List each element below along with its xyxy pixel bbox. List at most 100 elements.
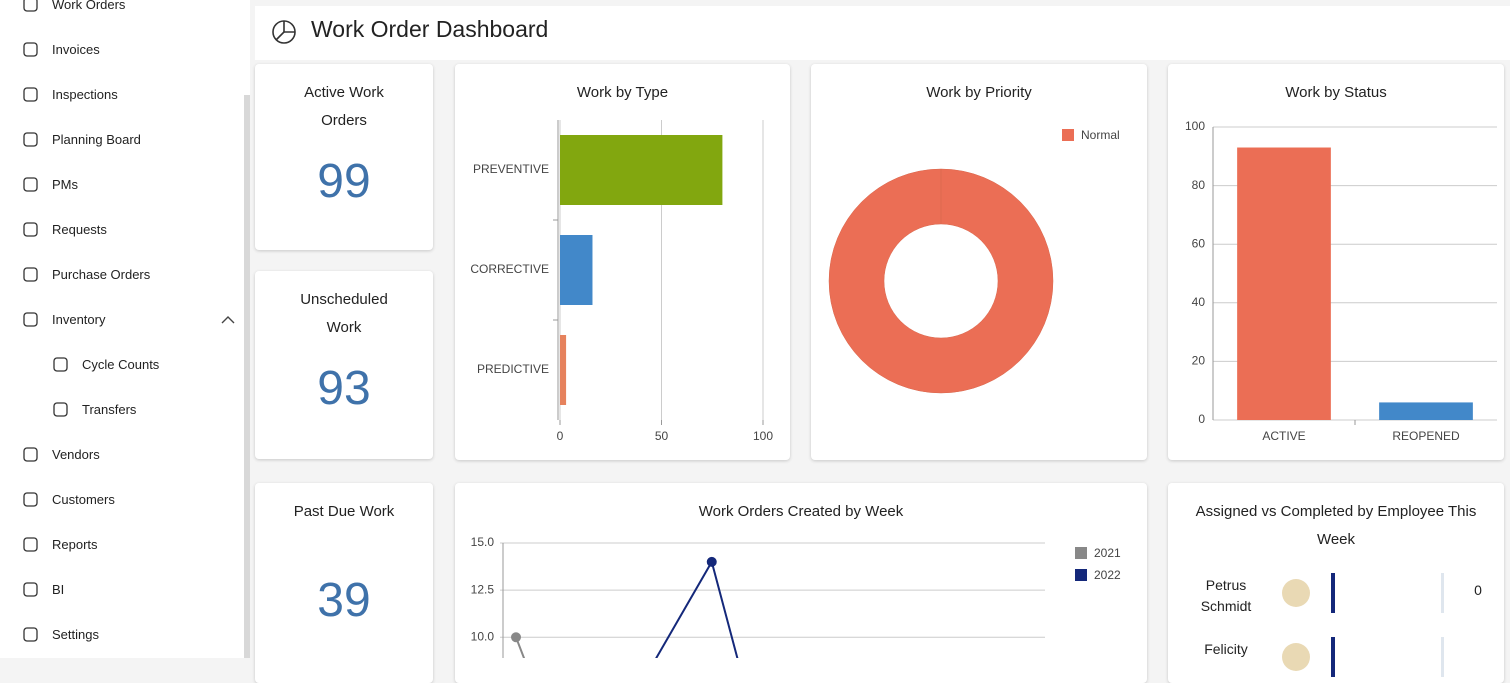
icon-shape xyxy=(23,492,38,507)
legend-label: 2021 xyxy=(1094,546,1121,560)
chart-title: Work by Priority xyxy=(926,84,1032,101)
y-tick-label: 80 xyxy=(1192,178,1206,192)
icon-shape xyxy=(23,0,38,12)
menu-item[interactable]: Reports xyxy=(0,530,244,560)
y-tick-label: 100 xyxy=(1185,119,1205,133)
legend-swatch xyxy=(1075,547,1087,559)
menu-icon xyxy=(23,132,38,147)
menu-item[interactable]: Work Orders xyxy=(0,0,244,20)
legend-swatch xyxy=(1075,569,1087,581)
chart-title: Work by Type xyxy=(576,84,669,101)
assigned-bar xyxy=(1331,573,1335,613)
scrollbar xyxy=(244,95,250,658)
menu-item[interactable]: Purchase Orders xyxy=(0,260,244,290)
icon-shape xyxy=(23,627,38,642)
header-icon xyxy=(272,20,296,44)
menu-label: Cycle Counts xyxy=(82,357,160,372)
menu-item[interactable]: Inventory xyxy=(0,305,244,335)
menu-label: Settings xyxy=(52,627,99,642)
icon-shape xyxy=(23,42,38,57)
x-tick-label: REOPENED xyxy=(1392,429,1460,443)
menu-item[interactable]: Settings xyxy=(0,620,244,650)
menu-icon xyxy=(23,312,38,327)
menu-icon xyxy=(23,0,38,12)
icon-shape xyxy=(23,267,38,282)
menu-icon xyxy=(53,402,68,417)
y-tick-label: 12.5 xyxy=(471,582,495,596)
legend-label: Normal xyxy=(1081,128,1120,142)
avatar xyxy=(1282,579,1310,607)
employee-name: Petrus Schmidt xyxy=(1200,577,1252,614)
menu-item[interactable]: BI xyxy=(0,575,244,605)
menu-item[interactable]: Customers xyxy=(0,485,244,515)
menu-icon xyxy=(23,627,38,642)
card: Work by Status xyxy=(1168,64,1504,460)
menu-icon xyxy=(23,87,38,102)
icon-shape xyxy=(23,447,38,462)
menu-label: Requests xyxy=(52,222,107,237)
line-marker xyxy=(511,632,521,643)
line-marker xyxy=(706,556,717,567)
menu-icon xyxy=(23,42,38,57)
chevron[interactable] xyxy=(221,315,235,325)
x-tick-label: ACTIVE xyxy=(1262,429,1305,443)
y-tick-label: 40 xyxy=(1192,295,1206,309)
y-tick-label: 15.0 xyxy=(471,535,495,549)
chart-title: Work Orders Created by Week xyxy=(698,503,904,520)
submenu-item[interactable]: Cycle Counts xyxy=(0,350,244,380)
assigned-bar xyxy=(1331,637,1335,677)
icon-shape xyxy=(23,222,38,237)
y-tick-label: 0 xyxy=(1198,412,1205,426)
icon-shape xyxy=(23,132,38,147)
menu-item[interactable]: Planning Board xyxy=(0,125,244,155)
menu-item[interactable]: Vendors xyxy=(0,440,244,470)
plot-area xyxy=(511,556,739,658)
card: Active Work Orders 99 xyxy=(255,64,433,250)
card: Work Orders Created by Week xyxy=(455,483,1147,683)
employee-value: 0 xyxy=(1474,582,1482,598)
menu-item[interactable]: Requests xyxy=(0,215,244,245)
y-tick-label: 10.0 xyxy=(471,629,495,643)
line-series xyxy=(515,636,526,658)
employee-name: Felicity xyxy=(1204,641,1248,657)
y-tick-label: 20 xyxy=(1192,354,1206,368)
y-tick-label: PREVENTIVE xyxy=(473,162,549,176)
card: Unscheduled Work 93 xyxy=(255,271,433,459)
chevron-path xyxy=(221,316,235,324)
menu-icon xyxy=(23,267,38,282)
charts: 0 50 100 PREVENTIVE CORRECTIVE PREDICTIVE Norm… xyxy=(470,119,1497,658)
icon-shape xyxy=(53,402,68,417)
card: Past Due Work 39 xyxy=(255,483,433,683)
menu-icon xyxy=(23,222,38,237)
menu-icon xyxy=(23,177,38,192)
completed-bar xyxy=(1441,573,1444,613)
icon-shape xyxy=(23,177,38,192)
x-tick-label: 100 xyxy=(753,429,773,443)
bar xyxy=(1379,402,1473,420)
sidebar: Work Orders Invoices Inspections Planning B… xyxy=(0,0,250,658)
icon-shape xyxy=(23,312,38,327)
donut-slice xyxy=(828,168,1054,394)
menu-icon xyxy=(53,357,68,372)
completed-bar xyxy=(1441,637,1444,677)
menu-item[interactable]: Invoices xyxy=(0,35,244,65)
legend-label: 2022 xyxy=(1094,568,1121,582)
y-tick-label: PREDICTIVE xyxy=(477,362,549,376)
menu-label: Transfers xyxy=(82,402,137,417)
menu-item[interactable]: PMs xyxy=(0,170,244,200)
submenu-item[interactable]: Transfers xyxy=(0,395,244,425)
kpi-label: Unscheduled Work xyxy=(300,291,388,336)
bar xyxy=(560,235,593,305)
kpi-value: 93 xyxy=(317,362,371,415)
kpi-value: 99 xyxy=(317,155,371,208)
card: Work by Type xyxy=(455,64,790,460)
menu-label: Vendors xyxy=(52,447,100,462)
kpi-value: 39 xyxy=(317,574,371,627)
x-tick-label: 50 xyxy=(655,429,669,443)
legend-swatch xyxy=(1062,129,1074,141)
icon-shape xyxy=(53,357,68,372)
bar xyxy=(560,335,567,405)
menu-item[interactable]: Inspections xyxy=(0,80,244,110)
kpi-label: Past Due Work xyxy=(293,503,395,520)
x-tick-label: 0 xyxy=(557,429,564,443)
